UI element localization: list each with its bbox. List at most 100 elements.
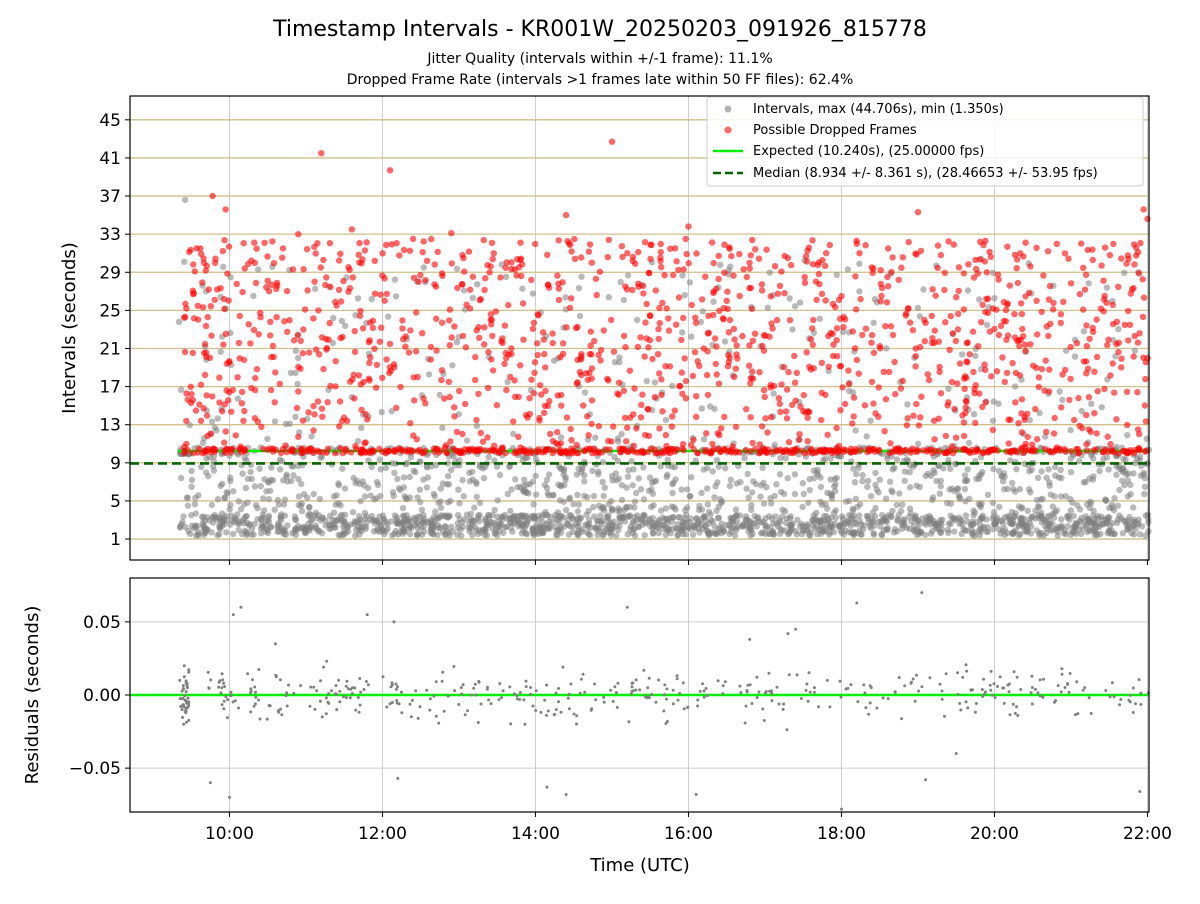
dropped-frame-point <box>1057 311 1065 318</box>
dropped-frame-point <box>663 442 670 450</box>
dropped-frame-point <box>212 255 219 262</box>
interval-point <box>585 507 592 515</box>
dropped-frame-point <box>1041 387 1048 394</box>
residual-point <box>180 689 184 693</box>
dropped-frame-point <box>952 337 960 345</box>
interval-point <box>339 465 346 472</box>
interval-point <box>937 477 944 485</box>
dropped-frame-point <box>586 445 594 452</box>
dropped-frame-point <box>588 259 595 266</box>
interval-point <box>720 528 727 535</box>
dropped-frame-point <box>435 449 442 456</box>
interval-point <box>681 292 688 299</box>
dropped-frame-point <box>904 305 912 312</box>
residual-point <box>701 682 704 686</box>
dropped-frame-point <box>931 436 938 443</box>
residual-point <box>767 671 771 675</box>
dropped-frame-point <box>348 226 356 233</box>
dropped-frame-point <box>665 327 673 334</box>
dropped-frame-point <box>892 390 899 398</box>
interval-point <box>749 489 756 496</box>
dropped-frame-point <box>721 241 728 248</box>
interval-point <box>717 261 724 269</box>
interval-point <box>379 512 387 519</box>
interval-point <box>1040 516 1047 523</box>
residual-point <box>315 689 319 693</box>
dropped-frame-point <box>271 399 278 406</box>
interval-point <box>1074 502 1081 509</box>
interval-point <box>434 515 441 522</box>
interval-point <box>1086 519 1093 526</box>
residual-point <box>1110 681 1114 685</box>
interval-point <box>552 511 559 519</box>
interval-point <box>906 505 914 512</box>
interval-point <box>175 318 183 325</box>
interval-point <box>990 526 997 533</box>
dropped-frame-point <box>991 446 999 453</box>
dropped-frame-point <box>587 328 594 335</box>
dropped-frame-point <box>221 401 228 408</box>
dropped-frame-point <box>326 240 334 247</box>
interval-point <box>278 511 285 518</box>
dropped-frame-point <box>1067 448 1075 455</box>
interval-point <box>1047 491 1055 498</box>
residual-point <box>988 683 992 687</box>
residual-point <box>897 676 901 680</box>
dropped-frame-point <box>187 246 194 254</box>
residual-point <box>523 722 527 726</box>
residual-point <box>1083 686 1087 690</box>
residual-point <box>518 697 522 701</box>
residual-point <box>782 702 786 706</box>
residual-point <box>274 673 278 677</box>
dropped-frame-point <box>791 379 799 386</box>
interval-point <box>1054 532 1061 539</box>
dropped-frame-point <box>600 327 607 334</box>
residual-point <box>844 687 848 691</box>
interval-point <box>852 427 859 434</box>
residual-point <box>184 679 188 683</box>
residual-point <box>630 685 634 689</box>
dropped-frame-point <box>448 260 455 267</box>
interval-point <box>278 458 286 465</box>
interval-point <box>743 517 750 524</box>
dropped-frame-point <box>471 376 479 384</box>
residual-point <box>524 685 528 689</box>
dropped-frame-point <box>861 402 869 409</box>
dropped-frame-point <box>987 253 994 260</box>
interval-point <box>250 292 257 300</box>
dropped-frame-point <box>295 388 302 395</box>
dropped-frame-point <box>728 252 735 260</box>
dropped-frame-point <box>203 392 210 399</box>
interval-point <box>618 496 626 504</box>
interval-point <box>425 371 433 378</box>
dropped-frame-point <box>837 407 844 414</box>
residual-point <box>254 695 258 699</box>
dropped-frame-point <box>1007 416 1014 423</box>
residual-point <box>980 688 984 691</box>
dropped-frame-point <box>428 235 435 243</box>
residual-point <box>1128 700 1132 704</box>
dropped-frame-point <box>1093 430 1100 437</box>
dropped-frame-point <box>986 248 993 256</box>
dropped-frame-point <box>1091 368 1098 375</box>
dropped-frame-point <box>1017 250 1024 257</box>
dropped-frame-point <box>822 297 829 304</box>
dropped-frame-point <box>1021 341 1029 348</box>
dropped-frame-point <box>526 395 533 402</box>
interval-point <box>631 498 639 505</box>
residual-point <box>961 675 965 679</box>
interval-point <box>184 494 191 501</box>
dropped-frame-point <box>1080 264 1087 271</box>
interval-point <box>214 415 221 422</box>
interval-point <box>722 465 729 472</box>
dropped-frame-point <box>1061 250 1069 257</box>
dropped-frame-point <box>624 424 631 431</box>
dropped-frame-point <box>431 261 438 268</box>
residual-point <box>485 687 489 691</box>
interval-point <box>1103 284 1111 291</box>
dropped-frame-point <box>279 254 286 261</box>
dropped-frame-point <box>475 323 482 331</box>
dropped-frame-point <box>888 268 895 276</box>
dropped-frame-point <box>447 438 454 445</box>
interval-point <box>507 507 514 515</box>
